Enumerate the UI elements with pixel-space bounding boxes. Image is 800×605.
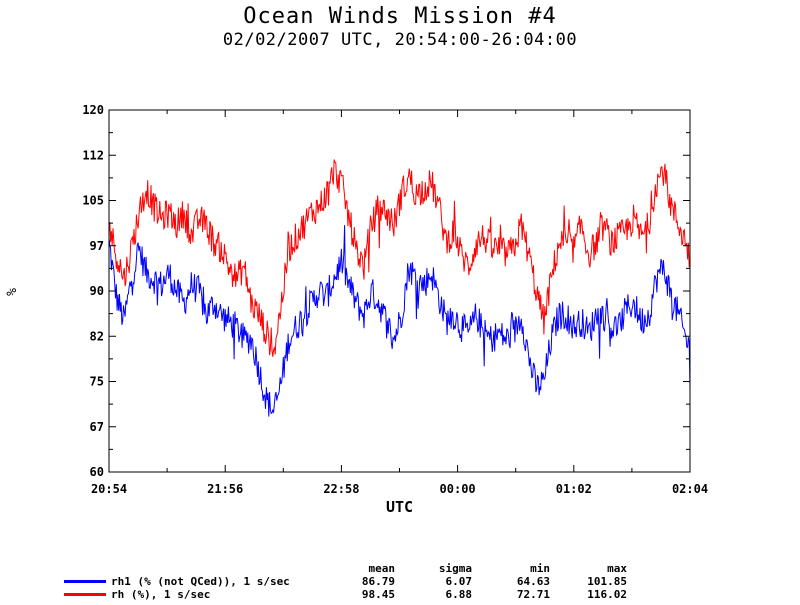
y-tick-label: 75 bbox=[90, 375, 104, 389]
x-tick-label: 22:58 bbox=[323, 482, 359, 496]
y-tick-label: 120 bbox=[82, 103, 104, 117]
chart-subtitle: 02/02/2007 UTC, 20:54:00-26:04:00 bbox=[222, 30, 578, 50]
stats-header-min: min bbox=[530, 562, 550, 575]
y-tick-label: 112 bbox=[82, 148, 104, 162]
stats-value-mean-rh: 98.45 bbox=[361, 588, 395, 601]
stats-value-max-rh: 116.02 bbox=[587, 588, 627, 601]
legend-label-rh: rh (%), 1 s/sec bbox=[111, 588, 211, 601]
stats-value-min-rh1: 64.63 bbox=[516, 575, 550, 588]
x-tick-label: 00:00 bbox=[440, 482, 476, 496]
stats-value-max-rh1: 101.85 bbox=[587, 575, 627, 588]
y-tick-label: 60 bbox=[90, 465, 104, 479]
x-tick-label: 20:54 bbox=[91, 482, 127, 496]
legend-swatch-rh1 bbox=[64, 580, 106, 583]
y-tick-label: 82 bbox=[90, 329, 104, 343]
series-line-rh bbox=[108, 159, 691, 357]
stats-value-mean-rh1: 86.79 bbox=[361, 575, 395, 588]
x-axis-label: UTC bbox=[386, 498, 413, 516]
stats-value-sigma-rh: 6.88 bbox=[445, 588, 473, 601]
x-tick-label: 02:04 bbox=[672, 482, 708, 496]
chart-title: Ocean Winds Mission #4 bbox=[243, 4, 557, 29]
y-tick-label: 97 bbox=[90, 239, 104, 253]
y-tick-label: 67 bbox=[90, 420, 104, 434]
y-tick-label: 90 bbox=[90, 284, 104, 298]
legend-swatch-rh bbox=[64, 593, 106, 596]
x-tick-label: 01:02 bbox=[556, 482, 592, 496]
stats-header-sigma: sigma bbox=[438, 562, 472, 575]
series-line-rh1 bbox=[108, 225, 691, 417]
y-axis-label: % bbox=[5, 288, 20, 296]
x-tick-label: 21:56 bbox=[207, 482, 243, 496]
stats-value-min-rh: 72.71 bbox=[516, 588, 550, 601]
stats-header-mean: mean bbox=[368, 562, 396, 575]
legend-label-rh1: rh1 (% (not QCed)), 1 s/sec bbox=[111, 575, 290, 588]
stats-value-sigma-rh1: 6.07 bbox=[445, 575, 473, 588]
stats-header-max: max bbox=[607, 562, 627, 575]
y-tick-label: 105 bbox=[82, 194, 104, 208]
